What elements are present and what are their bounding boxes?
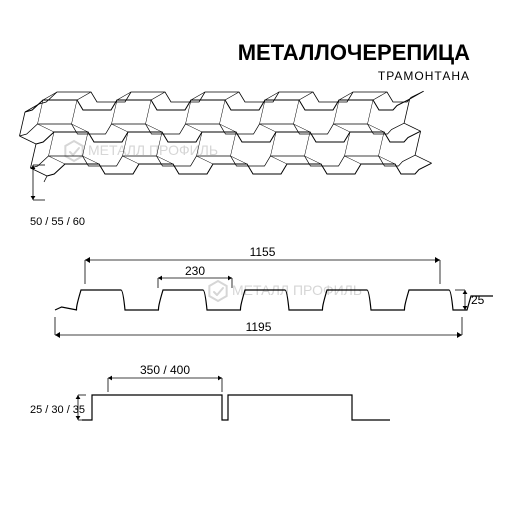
svg-text:1155: 1155: [250, 245, 276, 259]
svg-text:1195: 1195: [246, 320, 272, 334]
page-subtitle: ТРАМОНТАНА: [378, 69, 470, 83]
profile-3d: [20, 91, 432, 182]
svg-text:25: 25: [471, 293, 485, 307]
page-title: МЕТАЛЛОЧЕРЕПИЦА: [238, 40, 470, 65]
step-profile: [82, 395, 390, 420]
dim-50-55-60: 50 / 55 / 60: [30, 165, 85, 228]
svg-text:50 / 55 / 60: 50 / 55 / 60: [30, 216, 85, 228]
svg-text:230: 230: [185, 264, 205, 278]
svg-text:350 / 400: 350 / 400: [140, 363, 190, 377]
dim-25-30-35: 25 / 30 / 35: [30, 395, 86, 420]
svg-text:25 / 30 / 35: 25 / 30 / 35: [30, 404, 85, 416]
dim-1195: 1195: [55, 317, 462, 338]
dim-350-400: 350 / 400: [108, 363, 222, 392]
dim-1155: 1155: [85, 245, 440, 284]
dim-230: 230: [158, 264, 232, 288]
svg-text:МЕТАЛЛ ПРОФИЛЬ: МЕТАЛЛ ПРОФИЛЬ: [88, 142, 218, 158]
